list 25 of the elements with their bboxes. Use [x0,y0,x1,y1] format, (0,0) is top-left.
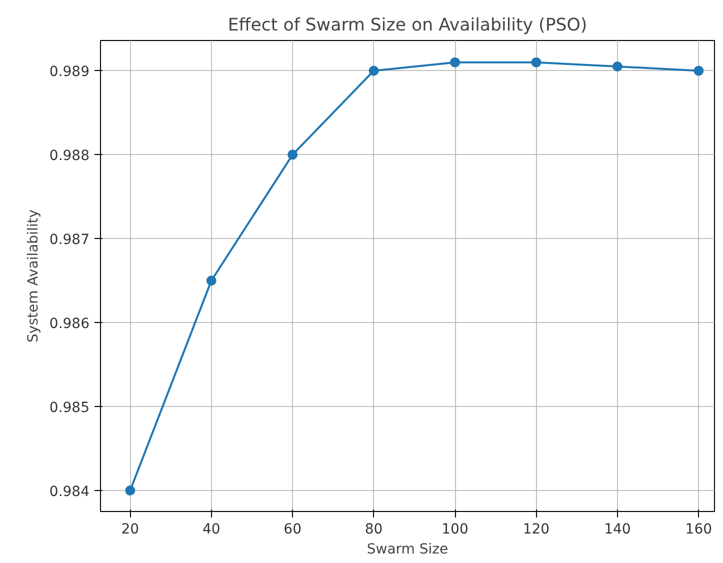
point [206,276,216,286]
x-tick-label: 100 [442,522,468,538]
x-tick-label: 40 [202,522,220,538]
y-tick-label: 0.985 [49,400,90,416]
x-tick-label: 160 [685,522,712,538]
x-axis-title: Swarm Size [366,542,448,558]
x-tick-label: 80 [364,522,383,538]
point [531,57,542,68]
y-tick-label: 0.987 [49,232,90,248]
point [288,150,298,160]
x-tick-label: 60 [284,522,302,538]
y-tick-label: 0.988 [49,148,90,164]
x-tick-label: 120 [522,522,550,538]
point [125,486,136,496]
x-tick-label: 140 [604,522,631,538]
point [612,62,622,72]
point [368,66,379,76]
chart-title: Effect of Swarm Size on Availability (PSO) [228,16,588,36]
x-tick-label: 20 [121,522,140,538]
y-tick-label: 0.989 [49,64,90,80]
y-tick-label: 0.986 [49,316,90,332]
point [450,57,460,68]
point [694,66,704,76]
y-axis-title: System Availability [25,210,42,342]
y-tick-label: 0.984 [49,484,90,500]
